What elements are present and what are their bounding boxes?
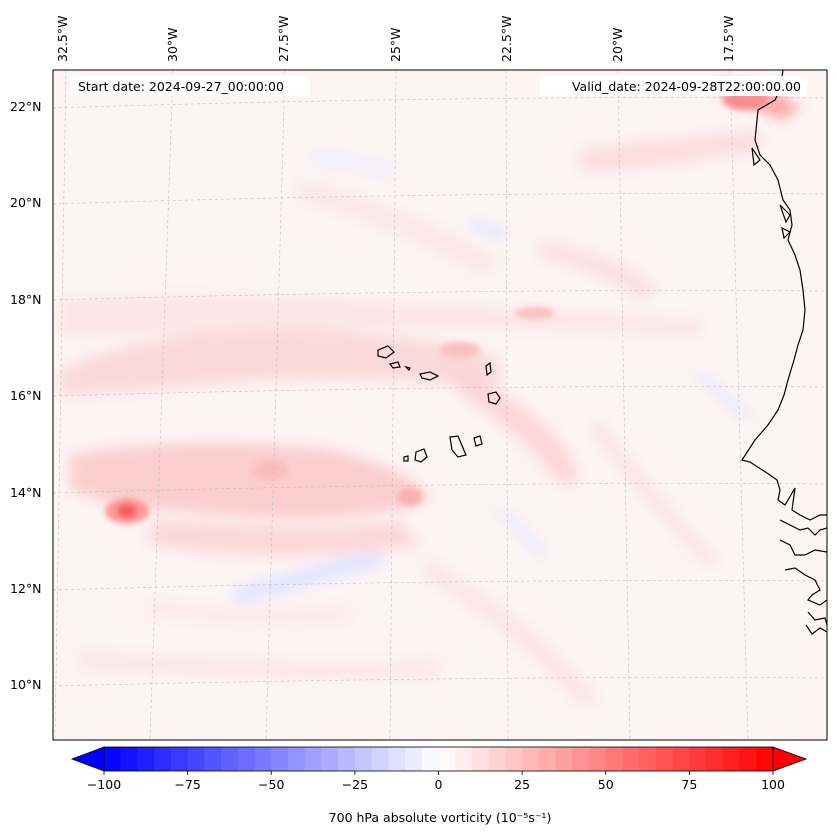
colorbar-cell [237,747,256,771]
colorbar-cell [622,747,640,771]
graticule [53,70,827,740]
colorbar-cell [271,747,289,771]
colorbar-cell [371,747,389,771]
colorbar-cell [589,747,607,771]
colorbar-tick-label: 50 [598,777,614,792]
colorbar-cell [170,747,189,771]
colorbar-cell [706,747,724,771]
colorbar-cell [672,747,690,771]
colorbar-cell [338,747,356,771]
lat-label-20n: 20°N [10,195,42,210]
colorbar-cell [538,747,557,771]
colorbar-cell [756,747,774,771]
colorbar-cell [689,747,707,771]
colorbar-cell [522,747,540,771]
colorbar-cells [104,747,774,771]
vorticity-field [60,80,800,705]
colorbar-tick-label: 100 [761,777,785,792]
colorbar-cell [120,747,138,771]
colorbar-title: 700 hPa absolute vorticity (10⁻⁵s⁻¹) [329,810,552,825]
colorbar-cell [388,747,406,771]
colorbar: −100 −75 −50 −25 0 25 50 75 100 700 hPa absolute… [70,746,808,825]
map-background [53,70,827,740]
map-frame [52,69,828,741]
colorbar-tick-label: −25 [342,777,368,792]
colorbar-cell [722,747,741,771]
colorbar-tick-label: 25 [514,777,530,792]
colorbar-tick-label: −75 [174,777,200,792]
vorticity-core [105,90,767,524]
colorbar-cell [204,747,222,771]
colorbar-cell [421,747,439,771]
lat-label-12n: 12°N [10,581,42,596]
lat-label-16n: 16°N [10,388,42,403]
coastline [377,70,827,635]
colorbar-cell [287,747,306,771]
start-date-box [70,76,310,96]
colorbar-cell [639,747,657,771]
colorbar-extend-low [70,746,105,772]
colorbar-cell [555,747,573,771]
colorbar-cell [739,747,757,771]
valid-date-label: Valid_date: 2024-09-28T22:00:00.00 [572,79,801,94]
colorbar-cell [505,747,523,771]
colorbar-tick-label: −50 [258,777,284,792]
colorbar-cell [605,747,623,771]
lon-label-27-5w: 27.5°W [276,16,291,62]
lat-label-14n: 14°N [10,485,42,500]
longitude-labels: 32.5°W 30°W 27.5°W 25°W 22.5°W 20°W 17.5… [55,16,736,62]
colorbar-cell [572,747,590,771]
lon-label-30w: 30°W [165,27,180,62]
lon-label-20w: 20°W [610,27,625,62]
colorbar-extend-high [772,746,808,772]
lon-label-17-5w: 17.5°W [721,16,736,62]
latitude-labels: 22°N 20°N 18°N 16°N 14°N 12°N 10°N [10,99,42,692]
colorbar-cell [254,747,272,771]
colorbar-cell [655,747,674,771]
lat-label-10n: 10°N [10,677,42,692]
colorbar-cell [321,747,339,771]
lon-label-22-5w: 22.5°W [499,16,514,62]
colorbar-cell [354,747,373,771]
colorbar-tick-label: 75 [681,777,697,792]
map-panel: Start date: 2024-09-27_00:00:00 Valid_da… [53,70,827,740]
colorbar-cell [471,747,490,771]
colorbar-cell [221,747,239,771]
lat-label-18n: 18°N [10,292,42,307]
colorbar-cell [104,747,122,771]
colorbar-tick-label: −100 [87,777,121,792]
lon-label-32-5w: 32.5°W [55,16,70,62]
colorbar-cell [455,747,473,771]
colorbar-cell [304,747,322,771]
colorbar-cell [154,747,172,771]
colorbar-tick-label: 0 [435,777,443,792]
valid-date-box [540,76,807,96]
colorbar-cell [405,747,423,771]
lon-label-25w: 25°W [388,27,403,62]
colorbar-cell [137,747,155,771]
start-date-label: Start date: 2024-09-27_00:00:00 [78,79,284,94]
colorbar-cell [438,747,456,771]
lat-label-22n: 22°N [10,99,42,114]
colorbar-cell [187,747,205,771]
colorbar-ticks: −100 −75 −50 −25 0 25 50 75 100 [87,771,785,792]
colorbar-cell [488,747,506,771]
